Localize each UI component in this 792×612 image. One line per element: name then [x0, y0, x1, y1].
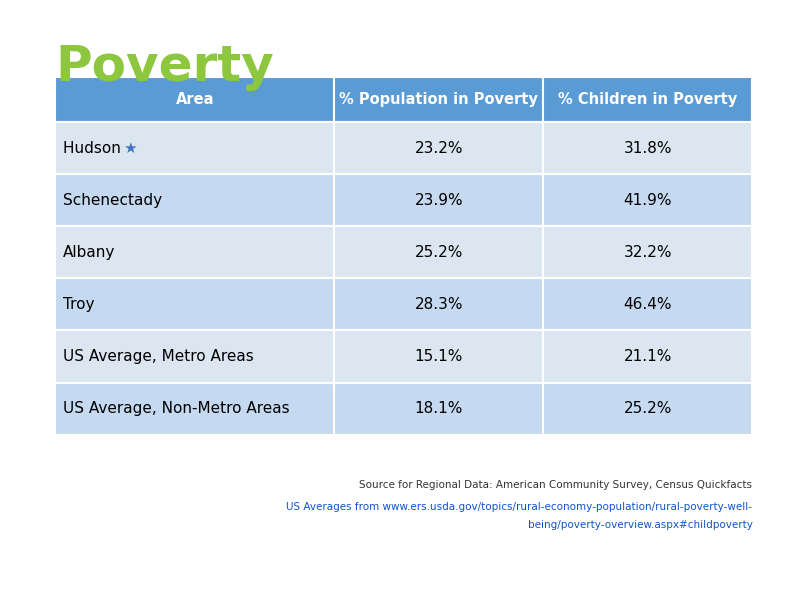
Text: 21.1%: 21.1%: [623, 349, 672, 364]
Text: % Population in Poverty: % Population in Poverty: [339, 92, 539, 107]
Text: Poverty: Poverty: [55, 43, 274, 91]
Text: 25.2%: 25.2%: [414, 245, 463, 260]
Text: 23.2%: 23.2%: [414, 141, 463, 156]
Text: 32.2%: 32.2%: [623, 245, 672, 260]
Text: 23.9%: 23.9%: [414, 193, 463, 208]
FancyBboxPatch shape: [543, 278, 752, 330]
Text: being/poverty-overview.aspx#childpoverty: being/poverty-overview.aspx#childpoverty: [527, 520, 752, 530]
Text: Area: Area: [176, 92, 214, 107]
FancyBboxPatch shape: [543, 122, 752, 174]
FancyBboxPatch shape: [55, 122, 334, 174]
Text: 28.3%: 28.3%: [414, 297, 463, 312]
Text: Albany: Albany: [63, 245, 116, 260]
Text: Schenectady: Schenectady: [63, 193, 162, 208]
FancyBboxPatch shape: [543, 226, 752, 278]
Text: US Average, Metro Areas: US Average, Metro Areas: [63, 349, 254, 364]
Text: 25.2%: 25.2%: [623, 401, 672, 416]
FancyBboxPatch shape: [543, 76, 752, 122]
FancyBboxPatch shape: [543, 330, 752, 382]
FancyBboxPatch shape: [543, 174, 752, 226]
Text: 41.9%: 41.9%: [623, 193, 672, 208]
FancyBboxPatch shape: [55, 174, 334, 226]
Text: % Children in Poverty: % Children in Poverty: [558, 92, 737, 107]
FancyBboxPatch shape: [55, 278, 334, 330]
FancyBboxPatch shape: [334, 226, 543, 278]
FancyBboxPatch shape: [334, 174, 543, 226]
Text: 18.1%: 18.1%: [414, 401, 463, 416]
FancyBboxPatch shape: [334, 330, 543, 382]
Text: US Averages from www.ers.usda.gov/topics/rural-economy-population/rural-poverty-: US Averages from www.ers.usda.gov/topics…: [287, 502, 752, 512]
Text: 31.8%: 31.8%: [623, 141, 672, 156]
FancyBboxPatch shape: [543, 382, 752, 435]
Text: Hudson: Hudson: [63, 141, 126, 156]
FancyBboxPatch shape: [55, 330, 334, 382]
FancyBboxPatch shape: [55, 382, 334, 435]
FancyBboxPatch shape: [55, 76, 334, 122]
Text: US Average, Non-Metro Areas: US Average, Non-Metro Areas: [63, 401, 290, 416]
Text: 46.4%: 46.4%: [623, 297, 672, 312]
Text: ★: ★: [123, 141, 136, 156]
Text: Source for Regional Data: American Community Survey, Census Quickfacts: Source for Regional Data: American Commu…: [360, 480, 752, 490]
FancyBboxPatch shape: [334, 76, 543, 122]
Text: Troy: Troy: [63, 297, 95, 312]
FancyBboxPatch shape: [334, 122, 543, 174]
Text: 15.1%: 15.1%: [414, 349, 463, 364]
FancyBboxPatch shape: [55, 226, 334, 278]
FancyBboxPatch shape: [334, 382, 543, 435]
FancyBboxPatch shape: [334, 278, 543, 330]
